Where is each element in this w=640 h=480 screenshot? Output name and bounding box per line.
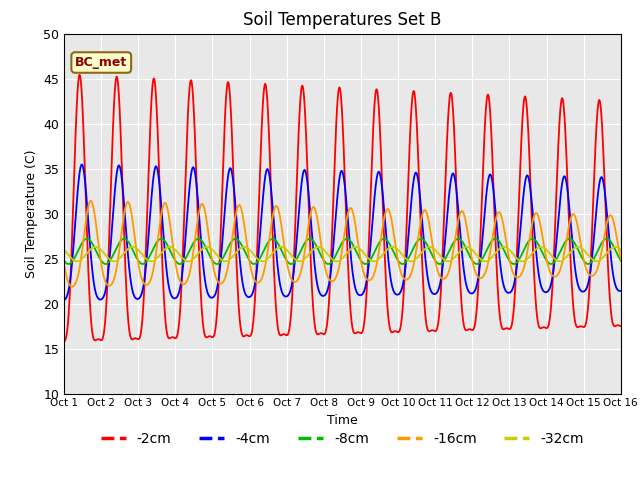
Legend: -2cm, -4cm, -8cm, -16cm, -32cm: -2cm, -4cm, -8cm, -16cm, -32cm xyxy=(95,426,589,452)
-32cm xyxy=(617,247,625,253)
-2cm xyxy=(606,298,614,304)
X-axis label: Time: Time xyxy=(327,414,358,427)
-4cm xyxy=(157,196,164,202)
-8cm xyxy=(157,236,164,242)
-8cm xyxy=(603,236,611,242)
Y-axis label: Soil Temperature (C): Soil Temperature (C) xyxy=(24,149,38,278)
-32cm xyxy=(124,246,132,252)
-2cm xyxy=(60,338,68,344)
-4cm xyxy=(606,246,614,252)
-4cm xyxy=(60,297,68,303)
-8cm xyxy=(298,246,306,252)
-4cm xyxy=(298,178,306,184)
-2cm xyxy=(157,217,164,223)
-4cm xyxy=(546,285,554,290)
-16cm xyxy=(274,205,282,211)
-8cm xyxy=(606,238,614,244)
-16cm xyxy=(617,256,625,262)
-16cm xyxy=(87,198,95,204)
Line: -32cm: -32cm xyxy=(64,247,621,261)
-32cm xyxy=(546,251,554,257)
-32cm xyxy=(274,245,282,251)
-2cm xyxy=(76,72,83,78)
-32cm xyxy=(157,251,164,257)
-8cm xyxy=(546,261,554,267)
Line: -4cm: -4cm xyxy=(64,165,621,300)
-2cm xyxy=(298,84,306,89)
-4cm xyxy=(274,264,282,270)
-8cm xyxy=(124,238,132,244)
-8cm xyxy=(60,258,68,264)
-2cm xyxy=(546,314,554,320)
-8cm xyxy=(65,261,72,267)
-4cm xyxy=(617,288,625,294)
-16cm xyxy=(298,264,306,270)
-8cm xyxy=(274,240,282,246)
-8cm xyxy=(617,258,625,264)
Text: BC_met: BC_met xyxy=(75,56,127,69)
-16cm xyxy=(606,212,614,218)
-32cm xyxy=(298,258,306,264)
Line: -16cm: -16cm xyxy=(64,201,621,287)
-16cm xyxy=(157,214,164,220)
-2cm xyxy=(124,311,132,316)
-2cm xyxy=(617,323,625,329)
-16cm xyxy=(60,261,68,266)
-16cm xyxy=(124,199,132,205)
-32cm xyxy=(611,244,619,250)
-16cm xyxy=(547,269,554,275)
Title: Soil Temperatures Set B: Soil Temperatures Set B xyxy=(243,11,442,29)
-16cm xyxy=(68,284,76,289)
-32cm xyxy=(60,247,68,253)
-4cm xyxy=(124,249,132,254)
Line: -8cm: -8cm xyxy=(64,239,621,264)
-32cm xyxy=(606,247,614,252)
-2cm xyxy=(274,324,282,329)
-32cm xyxy=(73,258,81,264)
-4cm xyxy=(78,162,86,168)
Line: -2cm: -2cm xyxy=(64,75,621,341)
